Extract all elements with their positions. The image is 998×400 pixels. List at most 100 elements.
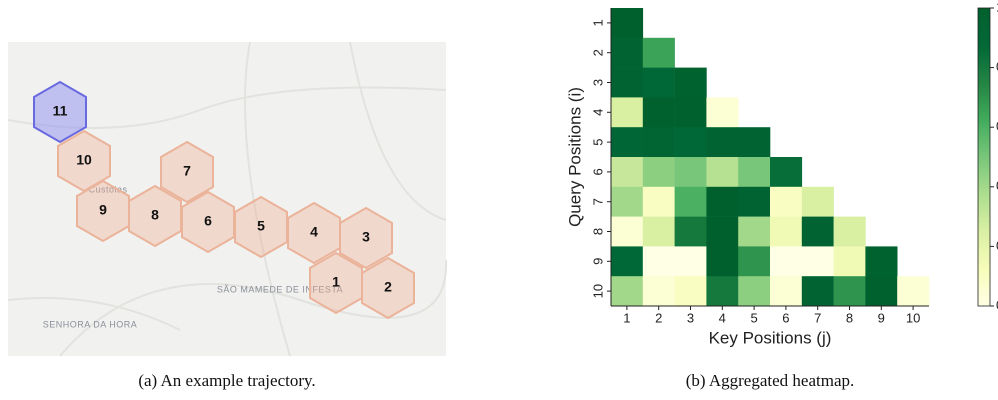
heatmap-cell — [706, 276, 739, 307]
heatmap-cell — [770, 246, 803, 277]
hexagon — [57, 129, 111, 193]
colorbar-tick-label: 0.8 — [996, 59, 998, 74]
heatmap-cell — [611, 127, 644, 158]
place-label: Custóias — [88, 184, 127, 194]
hexagon — [309, 251, 363, 315]
y-tick-label: 7 — [590, 198, 605, 205]
heatmap-cell — [674, 246, 707, 277]
heatmap-cell — [674, 157, 707, 188]
heatmap-cell — [865, 276, 898, 307]
hexagon — [33, 80, 87, 144]
heatmap-cell — [674, 186, 707, 217]
heatmap-cell — [642, 37, 675, 68]
heatmap-cell — [706, 157, 739, 188]
heatmap-cell — [738, 216, 771, 247]
heatmap-cell — [801, 276, 834, 307]
heatmap-cell — [833, 276, 866, 307]
heatmap-cell — [674, 67, 707, 98]
heatmap-cell — [642, 186, 675, 217]
y-tick-label: 5 — [590, 138, 605, 145]
hexagon-label: 2 — [384, 279, 392, 295]
colorbar-tick-label: 0.2 — [996, 238, 998, 253]
heatmap-cell — [738, 186, 771, 217]
heatmap-cell — [833, 216, 866, 247]
heatmap-cell — [706, 127, 739, 158]
heatmap-cell — [642, 97, 675, 128]
x-tick-label: 1 — [623, 310, 630, 325]
heatmap-cell — [611, 276, 644, 307]
road — [7, 41, 448, 357]
heatmap-cell — [706, 186, 739, 217]
heatmap-cell — [674, 97, 707, 128]
x-tick-label: 7 — [814, 310, 821, 325]
hexagon-label: 8 — [151, 207, 159, 223]
heatmap-cell — [674, 216, 707, 247]
y-tick-label: 9 — [590, 258, 605, 265]
heatmap-cell — [611, 8, 644, 39]
x-axis-label: Key Positions (j) — [709, 328, 832, 347]
x-tick-label: 9 — [878, 310, 885, 325]
heatmap: 1 2 3 4 5 6 7 8 9 10 1 2 3 4 5 6 7 8 9 10 Key Positions (j) Q… — [565, 0, 998, 347]
heatmap-cell — [674, 276, 707, 307]
heatmap-cell — [706, 246, 739, 277]
heatmap-cell — [611, 246, 644, 277]
y-tick-label: 6 — [590, 168, 605, 175]
place-label: SENHORA DA HORA — [43, 319, 138, 329]
hexagon-label: 6 — [204, 213, 212, 229]
x-tick-label: 6 — [782, 310, 789, 325]
heatmap-cell — [611, 67, 644, 98]
heatmap-cell — [770, 157, 803, 188]
x-tick-label: 3 — [687, 310, 694, 325]
hexagon-label: 4 — [310, 224, 318, 240]
caption: (a) An example trajectory. — [138, 371, 315, 390]
heatmap-cell — [674, 127, 707, 158]
heatmap-cell — [738, 276, 771, 307]
y-axis-label: Query Positions (i) — [565, 87, 584, 227]
y-tick-label: 1 — [590, 19, 605, 26]
heatmap-cell — [833, 246, 866, 277]
heatmap-cell — [611, 97, 644, 128]
hexagon-label: 10 — [76, 152, 92, 168]
hexagon — [160, 140, 214, 204]
hexagon-label: 7 — [183, 163, 191, 179]
heatmap-cell — [770, 186, 803, 217]
heatmap-cell — [801, 216, 834, 247]
place-label: SÃO MAMEDE DE INFESTA — [217, 284, 343, 294]
colorbar-tick-label: 1.0 — [996, 0, 998, 14]
colorbar — [977, 7, 991, 307]
y-tick-label: 2 — [590, 49, 605, 56]
hexagon-label: 3 — [362, 229, 370, 245]
x-tick-label: 4 — [719, 310, 726, 325]
y-tick-label: 10 — [590, 284, 605, 298]
x-tick-label: 10 — [906, 310, 920, 325]
heatmap-cell — [611, 216, 644, 247]
y-tick-label: 4 — [590, 109, 605, 116]
colorbar-tick-label: 0.6 — [996, 119, 998, 134]
hexagon-label: 11 — [53, 103, 68, 119]
heatmap-cell — [706, 97, 739, 128]
caption: (b) Aggregated heatmap. — [686, 371, 855, 390]
heatmap-cell — [706, 216, 739, 247]
y-tick-label: 3 — [590, 79, 605, 86]
heatmap-cell — [642, 246, 675, 277]
x-tick-label: 5 — [750, 310, 757, 325]
heatmap-cell — [611, 186, 644, 217]
heatmap-cell — [738, 157, 771, 188]
heatmap-cell — [642, 276, 675, 307]
heatmap-cell — [642, 127, 675, 158]
heatmap-cell — [738, 127, 771, 158]
x-tick-label: 2 — [655, 310, 662, 325]
colorbar-tick-label: 0.0 — [996, 297, 998, 312]
y-tick-label: 8 — [590, 228, 605, 235]
heatmap-cell — [611, 37, 644, 68]
heatmap-cell — [865, 246, 898, 277]
heatmap-cell — [642, 216, 675, 247]
heatmap-cell — [801, 186, 834, 217]
heatmap-cell — [611, 157, 644, 188]
heatmap-cell — [897, 276, 930, 307]
heatmap-cell — [770, 276, 803, 307]
hexagon-label: 9 — [99, 202, 107, 218]
hexagon-label: 5 — [257, 218, 265, 234]
heatmap-cell — [642, 157, 675, 188]
